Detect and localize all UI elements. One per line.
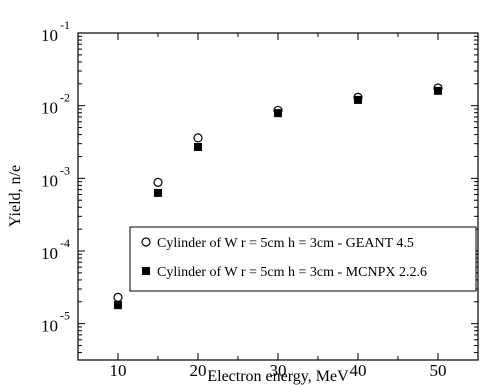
legend: Cylinder of W r = 5cm h = 3cm - GEANT 4.… [129,226,477,292]
legend-marker-mcnpx [142,267,150,275]
plot-frame [77,32,479,361]
legend-label-mcnpx: Cylinder of W r = 5cm h = 3cm - MCNPX 2.… [157,265,427,280]
y-tick-exponent: -2 [60,91,70,105]
y-tick-label: 10-5 [41,309,70,336]
x-tick-label: 40 [350,361,367,380]
y-tick-label: 10-4 [41,236,70,263]
y-tick-base: 10 [41,26,58,45]
y-tick-label: 10-3 [41,163,70,190]
y-tick-exponent: -1 [60,18,70,32]
y-axis-title: Yield, n/e [7,165,24,227]
legend-marker-geant [141,237,151,247]
point-mcnpx [354,95,362,104]
y-tick-exponent: -5 [60,309,70,323]
x-axis-title: Electron energy, MeV [207,368,349,385]
point-mcnpx [194,142,202,151]
x-tick-label: 30 [270,361,287,380]
data-points [113,83,443,310]
y-tick-exponent: -3 [60,163,70,177]
y-tick-base: 10 [41,171,58,190]
y-tick-base: 10 [41,244,58,263]
point-mcnpx [114,301,122,310]
legend-label-geant: Cylinder of W r = 5cm h = 3cm - GEANT 4.… [157,236,414,251]
x-tick-label: 10 [110,361,127,380]
point-geant [193,133,203,143]
y-tick-base: 10 [41,317,58,336]
y-tick-label: 10-2 [41,91,70,118]
point-mcnpx [274,109,282,118]
x-axis-ticks: 10 20 30 40 50 [77,33,479,380]
y-axis-ticks: 10-110-210-310-410-5 [41,18,478,354]
point-geant [153,177,163,187]
point-geant [113,292,123,302]
x-tick-label: 50 [430,361,447,380]
x-tick-label: 20 [190,361,207,380]
y-tick-label: 10-1 [41,18,70,45]
y-tick-exponent: -4 [60,236,70,250]
y-tick-base: 10 [41,99,58,118]
point-mcnpx [434,86,442,95]
point-mcnpx [154,188,162,197]
legend-box [129,226,477,292]
